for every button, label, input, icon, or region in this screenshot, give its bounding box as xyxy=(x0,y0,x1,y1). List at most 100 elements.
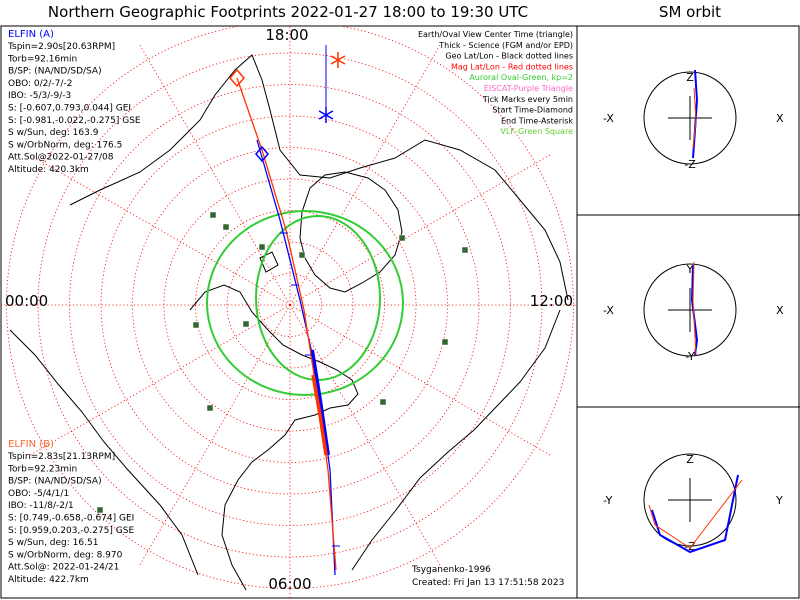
model-credit: Tsyganenko-1996 xyxy=(411,565,491,575)
elfin-a-info-line: Altitude: 420.3km xyxy=(8,165,89,175)
elfin-b-track xyxy=(236,77,337,571)
elfin-b-science xyxy=(311,374,328,456)
elfin-a-info-line: Tspin=2.90s[20.63RPM] xyxy=(7,42,115,52)
coastline xyxy=(189,284,359,591)
legend-entry: Earth/Oval View Center Time (triangle) xyxy=(418,30,573,39)
orbit-trace-b xyxy=(692,261,697,356)
mag-grid xyxy=(0,26,577,600)
elfin-a-info-line: S w/Sun, deg: 163.9 xyxy=(8,128,99,138)
elfin-b-info-line: S w/OrbNorm, deg: 8.970 xyxy=(8,550,123,560)
orbit-panel: Z -Z -Y Y xyxy=(603,453,783,554)
orbit-axis-left: -X xyxy=(603,112,614,125)
coastline xyxy=(351,309,561,571)
created-credit: Created: Fri Jan 13 17:51:58 2023 xyxy=(412,578,564,588)
orbit-panel: Z -Z -X X xyxy=(603,69,784,171)
earth-circle xyxy=(643,71,737,165)
elfin-b-info-line: S w/Sun, deg: 16.51 xyxy=(8,538,98,548)
orbit-panels: Z -Z -X X Y -Y -X X Z -Z -Y Y xyxy=(603,69,784,554)
orbit-frame xyxy=(576,25,800,599)
legend-entry: Geo Lat/Lon - Black dotted lines xyxy=(445,52,573,61)
orbit-axis-right: X xyxy=(776,112,784,125)
elfin-a-start-diamond xyxy=(255,145,269,163)
coastline xyxy=(9,329,199,576)
orbit-axis-right: X xyxy=(776,304,784,317)
orbit-axis-left: -X xyxy=(603,304,614,317)
elfin-a-info-line: IBO: -5/3/-9/-3 xyxy=(8,91,71,101)
legend-entry: EISCAT-Purple Triangle xyxy=(484,84,573,93)
elfin-b-info-line: B/SP: (NA/ND/SD/SA) xyxy=(8,477,102,487)
mag-lon-line xyxy=(289,304,551,456)
legend-entry: Mag Lat/Lon - Red dotted lines xyxy=(451,62,573,71)
mag-lat-circle xyxy=(132,147,448,463)
elfin-b-info-line: Tspin=2.83s[21.13RPM] xyxy=(7,452,115,462)
elfin-b-info: ELFIN (B) Tspin=2.83s[21.13RPM] Torb=92.2… xyxy=(7,439,134,585)
coastline xyxy=(299,171,403,293)
mag-lat-circle xyxy=(258,273,322,337)
vlf-square xyxy=(192,321,200,329)
elfin-a-info: ELFIN (A) Tspin=2.90s[20.63RPM] Torb=92.1… xyxy=(7,29,141,175)
legend-entry: Tick Marks every 5min xyxy=(482,95,573,104)
elfin-a-info-line: Att.Sol@2022-01-27/08 xyxy=(8,153,114,163)
main-title: Northern Geographic Footprints 2022-01-2… xyxy=(48,3,528,21)
vlf-square xyxy=(206,404,214,412)
mag-lat-circle xyxy=(6,26,574,589)
hour-label-bottom: 06:00 xyxy=(268,575,311,593)
elfin-b-info-line: OBO: -5/4/1/1 xyxy=(8,489,69,499)
orbit-panel: Y -Y -X X xyxy=(603,261,784,363)
orbit-title: SM orbit xyxy=(659,3,721,21)
mag-lat-circle xyxy=(100,115,480,495)
elfin-a-info-line: Torb=92.16min xyxy=(7,54,77,64)
vlf-square xyxy=(242,320,250,328)
map-area xyxy=(0,26,577,600)
vlf-square xyxy=(379,398,387,406)
elfin-b-start-diamond xyxy=(229,68,245,88)
legend-entry: Thick - Science (FGM and/or EPD) xyxy=(438,41,573,50)
legend-entry: Start Time-Diamond xyxy=(492,106,573,115)
vlf-stations xyxy=(96,211,469,514)
auroral-oval-inner xyxy=(255,215,381,381)
hour-label-top: 18:00 xyxy=(265,26,308,44)
elfin-b-end-asterisk xyxy=(330,52,346,68)
elfin-b-info-line: Torb=92.23min xyxy=(7,464,77,474)
elfin-b-info-line: S: [0.749,-0.658,-0.674] GEI xyxy=(8,514,134,524)
elfin-a-track xyxy=(256,139,336,576)
elfin-b-info-line: Altitude: 422.7km xyxy=(8,575,89,585)
vlf-square xyxy=(398,234,406,242)
vlf-square xyxy=(222,223,230,231)
mag-lat-circle xyxy=(226,241,354,369)
elfin-a-title: ELFIN (A) xyxy=(8,29,54,40)
elfin-b-info-line: Att.Sol@: 2022-01-24/21 xyxy=(8,563,119,573)
vlf-square xyxy=(209,211,217,219)
vlf-square xyxy=(461,246,469,254)
elfin-a-science xyxy=(310,349,330,456)
orbit-axis-left: -Y xyxy=(603,494,613,507)
elfin-a-info-line: OBO: 0/2/-7/-2 xyxy=(8,79,72,89)
hour-label-right: 12:00 xyxy=(530,292,573,310)
earth-circle xyxy=(643,453,737,547)
elfin-a-end-asterisk xyxy=(318,107,334,123)
elfin-a-info-line: S: [-0.981,-0.022,-0.275] GSE xyxy=(8,116,141,126)
orbit-axis-bottom: -Y xyxy=(685,350,695,363)
orbit-trace-b xyxy=(692,87,697,149)
vlf-square xyxy=(441,338,449,346)
earth-circle xyxy=(643,263,737,357)
orbit-axis-top: Z xyxy=(686,453,694,466)
hour-label-left: 00:00 xyxy=(5,292,48,310)
elfin-b-info-line: IBO: -11/8/-2/1 xyxy=(8,501,74,511)
elfin-a-info-line: S: [-0.607,0.793,0.044] GEI xyxy=(8,104,131,114)
auroral-oval xyxy=(206,210,404,396)
footprint-tracks xyxy=(229,45,346,576)
elfin-a-info-line: S w/OrbNorm, deg: 176.5 xyxy=(8,140,122,150)
legend-entry: Auroral Oval-Green, kp=2 xyxy=(469,73,573,82)
coastline xyxy=(259,251,279,273)
vlf-square xyxy=(258,243,266,251)
orbit-axis-bottom: -Z xyxy=(684,158,696,171)
asterisk-stroke xyxy=(318,110,334,120)
coastline xyxy=(69,54,569,301)
legend-entry: VLF-Green Square xyxy=(500,127,573,136)
vlf-square xyxy=(96,506,104,514)
mag-lon-line xyxy=(289,44,441,306)
mag-lon-line xyxy=(29,154,291,306)
